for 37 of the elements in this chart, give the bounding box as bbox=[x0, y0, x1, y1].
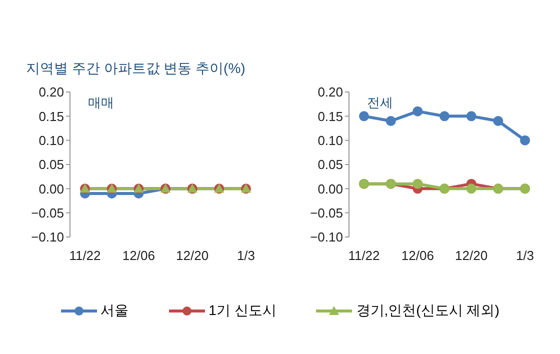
y-tick-label: 0.15 bbox=[38, 108, 64, 124]
y-tick-label: −0.10 bbox=[31, 230, 64, 245]
y-tick-label: 0.10 bbox=[38, 132, 64, 148]
x-tick-label: 12/20 bbox=[455, 248, 488, 264]
y-tick-label: 0.20 bbox=[318, 84, 343, 100]
legend-label: 서울 bbox=[100, 302, 129, 320]
point bbox=[466, 184, 476, 194]
point bbox=[359, 111, 369, 122]
y-tick-label: 0.20 bbox=[38, 84, 64, 100]
x-tick-label: 11/22 bbox=[348, 248, 380, 264]
chart-title: 지역별 주간 아파트값 변동 추이(%) bbox=[25, 59, 246, 78]
y-tick-label: 0.05 bbox=[318, 157, 343, 172]
point bbox=[466, 111, 476, 122]
legend-label: 경기,인천(신도시 제외) bbox=[356, 302, 500, 320]
y-tick-label: 0.05 bbox=[38, 157, 64, 172]
point bbox=[520, 135, 530, 146]
legend-label: 1기 신도시 bbox=[208, 302, 276, 320]
y-tick-label: −0.05 bbox=[310, 205, 343, 220]
y-tick-label: 0.00 bbox=[318, 181, 343, 196]
x-tick-label: 12/20 bbox=[176, 248, 209, 264]
point bbox=[412, 106, 423, 116]
x-tick-label: 11/22 bbox=[69, 248, 101, 264]
y-tick-label: −0.10 bbox=[310, 230, 343, 245]
chart-subtitle: 매매 bbox=[88, 94, 114, 112]
y-tick-label: 0.10 bbox=[318, 132, 343, 148]
y-tick-label: 0.15 bbox=[318, 108, 343, 124]
y-tick-label: 0.00 bbox=[38, 181, 64, 196]
point bbox=[493, 116, 504, 126]
x-tick-label: 1/3 bbox=[516, 248, 534, 264]
chart-subtitle: 전세 bbox=[367, 94, 393, 112]
point bbox=[440, 111, 450, 122]
y-tick-label: −0.05 bbox=[31, 205, 64, 220]
point bbox=[386, 116, 396, 126]
x-tick-label: 12/06 bbox=[122, 248, 155, 264]
x-tick-label: 1/3 bbox=[236, 248, 256, 264]
x-tick-label: 12/06 bbox=[401, 248, 434, 264]
point bbox=[412, 178, 423, 189]
